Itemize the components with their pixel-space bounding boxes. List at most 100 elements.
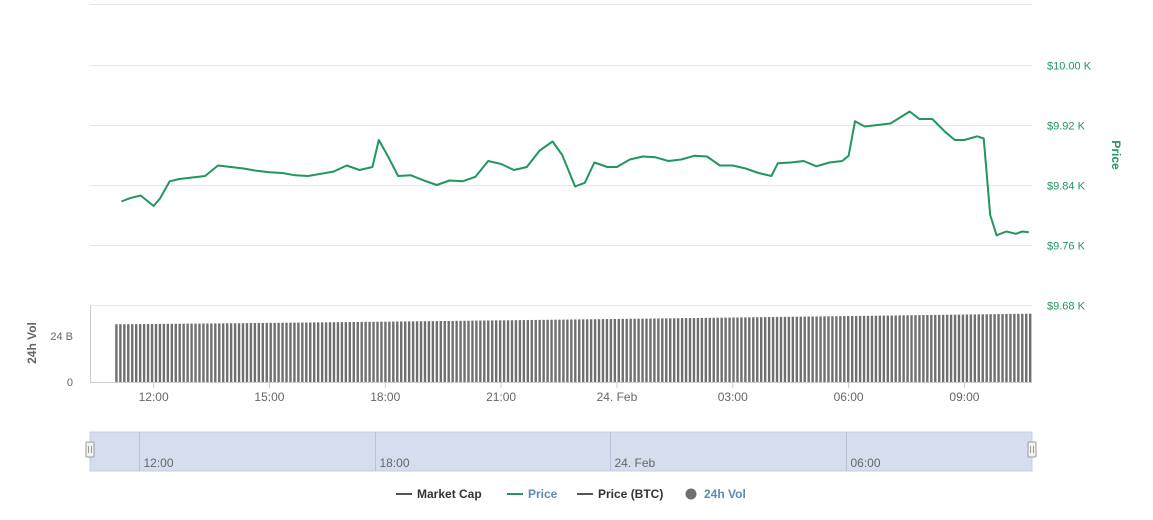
volume-tick-label: 24 B <box>50 331 73 343</box>
volume-bar <box>400 321 403 382</box>
volume-bar <box>487 320 490 382</box>
volume-bar <box>878 315 882 382</box>
volume-bar <box>388 321 391 382</box>
volume-bar <box>807 316 810 382</box>
volume-bar <box>166 323 170 382</box>
volume-bar <box>961 314 965 382</box>
volume-bar <box>328 322 332 382</box>
volume-bar <box>882 315 886 382</box>
navigator-window <box>89 431 1033 472</box>
volume-bar <box>597 319 601 382</box>
volume-bar <box>131 324 134 382</box>
legend-item-market-cap[interactable]: Market Cap <box>396 487 482 501</box>
volume-bar <box>546 319 549 382</box>
volume-bar <box>649 318 652 382</box>
volume-bar <box>538 319 541 382</box>
volume-bar <box>1005 313 1008 382</box>
price-tick-label: $9.92 K <box>1047 121 1086 133</box>
volume-bar <box>589 319 593 382</box>
volume-bar <box>154 323 158 382</box>
volume-bar <box>273 322 276 382</box>
volume-bar <box>866 315 870 382</box>
volume-bar <box>605 319 609 382</box>
x-tick-label: 09:00 <box>949 390 979 404</box>
volume-bar <box>819 316 822 382</box>
volume-bar <box>427 321 431 382</box>
legend-label: Market Cap <box>417 487 482 501</box>
x-tick-label: 15:00 <box>254 390 284 404</box>
volume-bar <box>360 321 363 382</box>
volume-bar <box>621 318 624 382</box>
volume-bar <box>138 324 142 382</box>
volume-bar <box>439 321 442 382</box>
volume-bars <box>115 313 1032 382</box>
volume-bar <box>724 317 727 382</box>
volume-bar <box>237 323 241 382</box>
volume-bar <box>419 321 423 382</box>
volume-bar <box>854 315 858 382</box>
x-tick-label: 18:00 <box>370 390 400 404</box>
volume-bar <box>182 323 185 382</box>
volume-bar <box>479 320 482 382</box>
navigator[interactable]: 12:00 18:00 24. Feb 06:00 <box>85 431 1037 472</box>
navigator-left-handle[interactable] <box>85 441 95 458</box>
volume-bar <box>301 322 304 382</box>
volume-bar <box>510 320 514 382</box>
volume-axis-title: 24h Vol <box>25 322 39 364</box>
volume-bar <box>127 324 130 382</box>
volume-bar <box>115 324 118 382</box>
volume-bar <box>684 318 688 382</box>
volume-bar <box>914 315 917 382</box>
volume-bar <box>158 323 162 382</box>
volume-bar <box>874 315 878 382</box>
volume-bar <box>760 317 763 382</box>
volume-bar <box>146 324 150 382</box>
volume-bar <box>356 321 359 382</box>
volume-bar <box>194 323 197 382</box>
volume-bar <box>704 317 708 382</box>
volume-bar <box>352 322 355 382</box>
volume-bar <box>368 321 371 382</box>
volume-bar <box>530 319 533 382</box>
volume-bar <box>534 319 537 382</box>
volume-bar <box>471 320 474 382</box>
volume-bar <box>498 320 502 382</box>
volume-bar <box>771 317 775 382</box>
volume-bar <box>692 318 696 382</box>
volume-bar <box>934 314 937 382</box>
navigator-tick-label: 06:00 <box>851 456 881 470</box>
navigator-tick-label: 12:00 <box>144 456 174 470</box>
volume-bar <box>676 318 680 382</box>
volume-bar <box>289 322 292 382</box>
volume-bar <box>467 320 470 382</box>
legend-item-price-btc[interactable]: Price (BTC) <box>577 487 663 501</box>
volume-bar <box>119 324 122 382</box>
volume-bar <box>918 315 921 382</box>
volume-bar <box>392 321 395 382</box>
legend-item-24h-vol[interactable]: 24h Vol <box>685 487 746 501</box>
volume-bar <box>316 322 320 382</box>
navigator-right-handle[interactable] <box>1027 441 1037 458</box>
volume-bar <box>835 316 838 382</box>
volume-bar <box>898 315 901 382</box>
volume-bar <box>229 323 233 382</box>
volume-bar <box>324 322 328 382</box>
volume-bar <box>411 321 415 382</box>
volume-bar <box>364 321 367 382</box>
volume-bar <box>415 321 419 382</box>
volume-bar <box>938 314 941 382</box>
volume-bar <box>787 316 791 382</box>
volume-bar <box>297 322 300 382</box>
price-series <box>121 110 1029 237</box>
volume-bar <box>957 314 961 382</box>
volume-bar <box>558 319 561 382</box>
volume-bar <box>423 321 427 382</box>
volume-bar <box>613 318 617 382</box>
volume-bar <box>712 317 715 382</box>
volume-bar <box>261 322 264 382</box>
volume-bar <box>206 323 209 382</box>
volume-bar <box>1021 313 1024 382</box>
legend-item-price[interactable]: Price <box>507 487 558 501</box>
volume-bar <box>582 319 585 382</box>
volume-bar <box>285 322 288 382</box>
